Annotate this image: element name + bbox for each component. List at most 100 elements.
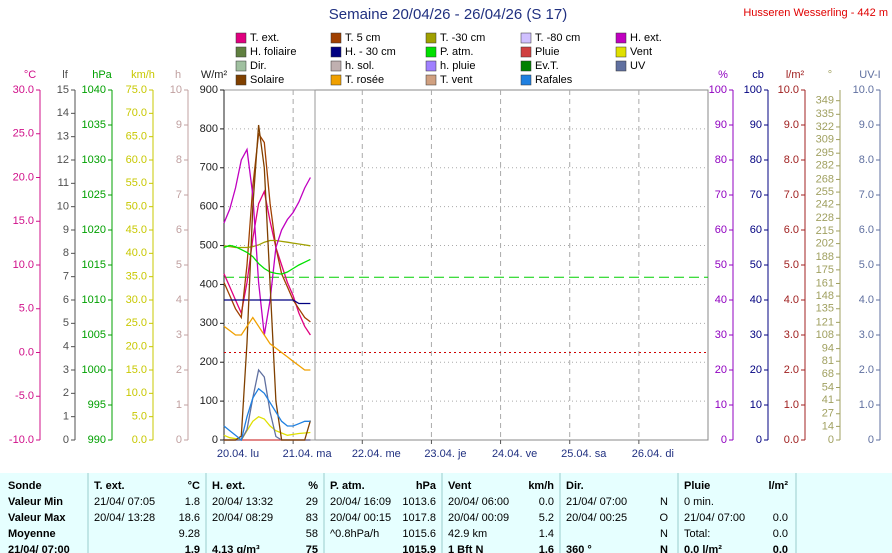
legend-label: Pluie [535, 46, 559, 58]
table-cell: O [659, 512, 668, 524]
table-cell: 0.0 [539, 496, 554, 508]
y-tick-label: 0.0 [19, 346, 34, 358]
y-tick-label: 20.0 [126, 341, 147, 353]
y-tick-label: 15.0 [13, 215, 34, 227]
y-tick-label: 0 [756, 434, 762, 446]
legend-label: H. - 30 cm [345, 46, 396, 58]
table-header: T. ext. [94, 480, 125, 492]
y-tick-label: 80 [715, 154, 727, 166]
y-tick-label: 12 [57, 154, 69, 166]
y-tick-label: 9 [176, 119, 182, 131]
table-cell: 20/04/ 00:15 [330, 512, 391, 524]
table-header: °C [188, 480, 200, 492]
station-label: Husseren Wesserling - 442 m [743, 7, 888, 19]
y-tick-label: 268 [816, 173, 834, 185]
y-tick-label: 10.0 [13, 259, 34, 271]
y-tick-label: 1.0 [784, 399, 799, 411]
y-tick-label: 5 [176, 259, 182, 271]
y-tick-label: -10.0 [9, 434, 34, 446]
legend-label: h. sol. [345, 60, 374, 72]
table-header: km/h [528, 480, 554, 492]
y-tick-label: 800 [200, 123, 218, 135]
axis-unit: l/m² [786, 69, 805, 81]
table-background [0, 473, 892, 553]
legend-label: T. ext. [250, 32, 279, 44]
axis-unit: % [718, 69, 728, 81]
y-tick-label: 10.0 [126, 387, 147, 399]
y-tick-label: 20 [750, 364, 762, 376]
y-tick-label: 1035 [82, 119, 106, 131]
y-tick-label: 2 [63, 387, 69, 399]
table-cell: 0.0 [773, 528, 788, 540]
legend-label: Vent [630, 46, 652, 58]
y-tick-label: 75.0 [126, 84, 147, 96]
x-tick-label: 23.04. je [424, 448, 466, 460]
legend-swatch [330, 74, 342, 86]
y-tick-label: 90 [715, 119, 727, 131]
table-cell: Valeur Min [8, 496, 63, 508]
y-tick-label: 5.0 [784, 259, 799, 271]
y-tick-label: 121 [816, 316, 834, 328]
table-cell: 0 min. [684, 496, 714, 508]
table-header: hPa [416, 480, 437, 492]
y-tick-label: 4 [176, 294, 182, 306]
table-cell: 1015.9 [402, 544, 436, 553]
legend-swatch [520, 46, 532, 58]
table-cell: 1015.6 [402, 528, 436, 540]
axis-unit: ° [828, 69, 832, 81]
y-tick-label: 700 [200, 162, 218, 174]
legend-label: Ev.T. [535, 60, 559, 72]
table-cell: 21/04/ 07:00 [8, 544, 70, 553]
y-tick-label: 8.0 [784, 154, 799, 166]
table-cell: 0.0 [773, 544, 788, 553]
table-cell: Valeur Max [8, 512, 66, 524]
y-tick-label: 0 [721, 434, 727, 446]
legend-swatch [615, 32, 627, 44]
legend-label: P. atm. [440, 46, 473, 58]
y-tick-label: 1040 [82, 84, 106, 96]
table-cell: 1.9 [185, 544, 200, 553]
y-tick-label: 4.0 [859, 294, 874, 306]
y-tick-label: 1015 [82, 259, 106, 271]
axis-unit: km/h [131, 69, 155, 81]
table-cell: 21/04/ 07:05 [94, 496, 155, 508]
y-tick-label: 1.0 [859, 399, 874, 411]
table-cell: 21/04/ 07:00 [566, 496, 627, 508]
y-tick-label: 3 [176, 329, 182, 341]
y-tick-label: 30 [715, 329, 727, 341]
y-tick-label: 6.0 [784, 224, 799, 236]
axis-unit: °C [24, 69, 36, 81]
series-line [223, 387, 311, 442]
table-cell: 360 ° [566, 544, 592, 553]
y-tick-label: 40 [715, 294, 727, 306]
axis-unit: cb [752, 69, 764, 81]
table-cell: 20/04/ 00:25 [566, 512, 627, 524]
legend-label: Solaire [250, 74, 284, 86]
y-tick-label: 255 [816, 186, 834, 198]
legend-label: H. ext. [630, 32, 662, 44]
y-tick-label: 65.0 [126, 131, 147, 143]
table-header: l/m² [768, 480, 788, 492]
legend-swatch [235, 60, 247, 72]
y-tick-label: 309 [816, 133, 834, 145]
y-tick-label: 0 [63, 434, 69, 446]
y-tick-label: 40.0 [126, 247, 147, 259]
y-tick-label: 6 [176, 224, 182, 236]
y-tick-label: 2.0 [784, 364, 799, 376]
y-tick-label: 1025 [82, 189, 106, 201]
y-tick-label: 70.0 [126, 107, 147, 119]
axis-unit: hPa [92, 69, 112, 81]
legend-swatch [520, 60, 532, 72]
y-tick-label: 25.0 [13, 128, 34, 140]
y-tick-label: 10 [750, 399, 762, 411]
axis-unit: lf [62, 69, 68, 81]
y-tick-label: 100 [744, 84, 762, 96]
y-tick-label: 2.0 [859, 364, 874, 376]
table-cell: 9.28 [179, 528, 200, 540]
y-tick-label: 11 [58, 177, 69, 189]
y-tick-label: 0 [868, 434, 874, 446]
table-cell: ^0.8hPa/h [330, 528, 379, 540]
series-line [223, 147, 311, 336]
y-tick-label: 45.0 [126, 224, 147, 236]
